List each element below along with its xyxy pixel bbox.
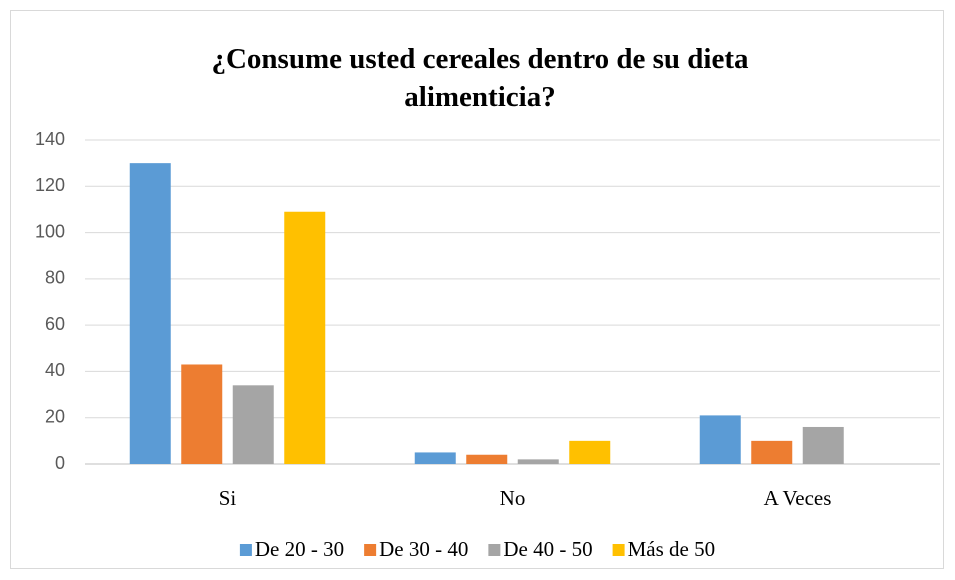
bar [751, 440, 793, 464]
y-tick-label: 20 [45, 406, 65, 426]
y-tick-label: 60 [45, 314, 65, 334]
legend-swatch [612, 544, 625, 556]
bar [699, 415, 741, 464]
y-tick-label: 40 [45, 360, 65, 380]
legend-swatch [364, 544, 377, 556]
y-tick-label: 100 [35, 221, 65, 241]
legend-swatch [488, 544, 501, 556]
chart-title: ¿Consume usted cereales dentro de su die… [211, 43, 749, 113]
legend-swatch [239, 544, 252, 556]
y-tick-label: 80 [45, 268, 65, 288]
bar [284, 211, 326, 464]
legend-label: De 30 - 40 [379, 537, 468, 561]
bar [466, 454, 508, 464]
x-tick-label: Si [219, 486, 237, 510]
bar [129, 163, 171, 464]
y-tick-label: 140 [35, 129, 65, 149]
x-tick-label: A Veces [764, 486, 832, 510]
bar [414, 452, 456, 464]
y-tick-label: 0 [55, 453, 65, 473]
legend-label: Más de 50 [628, 537, 716, 561]
bar [802, 426, 844, 464]
y-tick-label: 120 [35, 175, 65, 195]
bar [517, 459, 559, 464]
legend-label: De 20 - 30 [255, 537, 344, 561]
x-tick-label: No [500, 486, 526, 510]
bar [232, 385, 274, 464]
bar [569, 440, 611, 464]
legend-label: De 40 - 50 [503, 537, 592, 561]
bar [181, 364, 223, 464]
